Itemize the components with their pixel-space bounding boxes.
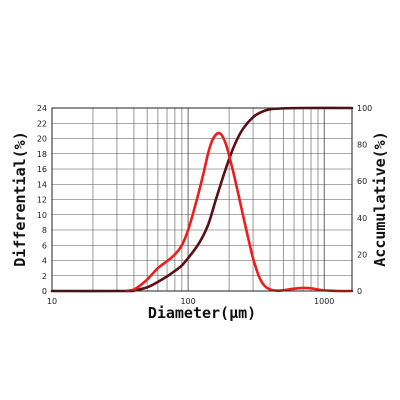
left-tick-label: 22 <box>37 119 47 128</box>
right-tick-label: 40 <box>357 214 367 223</box>
left-tick-label: 18 <box>37 150 47 159</box>
left-tick-label: 0 <box>42 287 47 296</box>
right-axis-title: Accumulative(%) <box>371 131 389 266</box>
x-tick-label: 100 <box>180 297 195 306</box>
right-tick-label: 60 <box>357 177 367 186</box>
right-tick-label: 0 <box>357 287 362 296</box>
accumulative-series-line <box>50 106 354 293</box>
x-tick-label: 10 <box>47 297 57 306</box>
left-axis-title: Differential(%) <box>11 131 29 266</box>
left-tick-label: 20 <box>37 135 47 144</box>
x-tick-label: 1000 <box>314 297 334 306</box>
left-tick-label: 12 <box>37 196 47 205</box>
right-tick-label: 100 <box>357 104 372 113</box>
left-tick-label: 2 <box>42 272 47 281</box>
left-tick-label: 24 <box>37 104 47 113</box>
differential-series-line <box>124 131 354 293</box>
left-tick-label: 4 <box>42 257 47 266</box>
plot-frame <box>51 107 353 292</box>
left-tick-label: 10 <box>37 211 47 220</box>
right-tick-label: 20 <box>357 250 367 259</box>
left-tick-label: 16 <box>37 165 47 174</box>
series-layer <box>50 106 354 293</box>
left-tick-label: 8 <box>42 226 47 235</box>
left-tick-label: 14 <box>37 180 47 189</box>
x-axis-title: Diameter(µm) <box>148 304 256 322</box>
right-tick-label: 80 <box>357 141 367 150</box>
left-tick-label: 6 <box>42 241 47 250</box>
